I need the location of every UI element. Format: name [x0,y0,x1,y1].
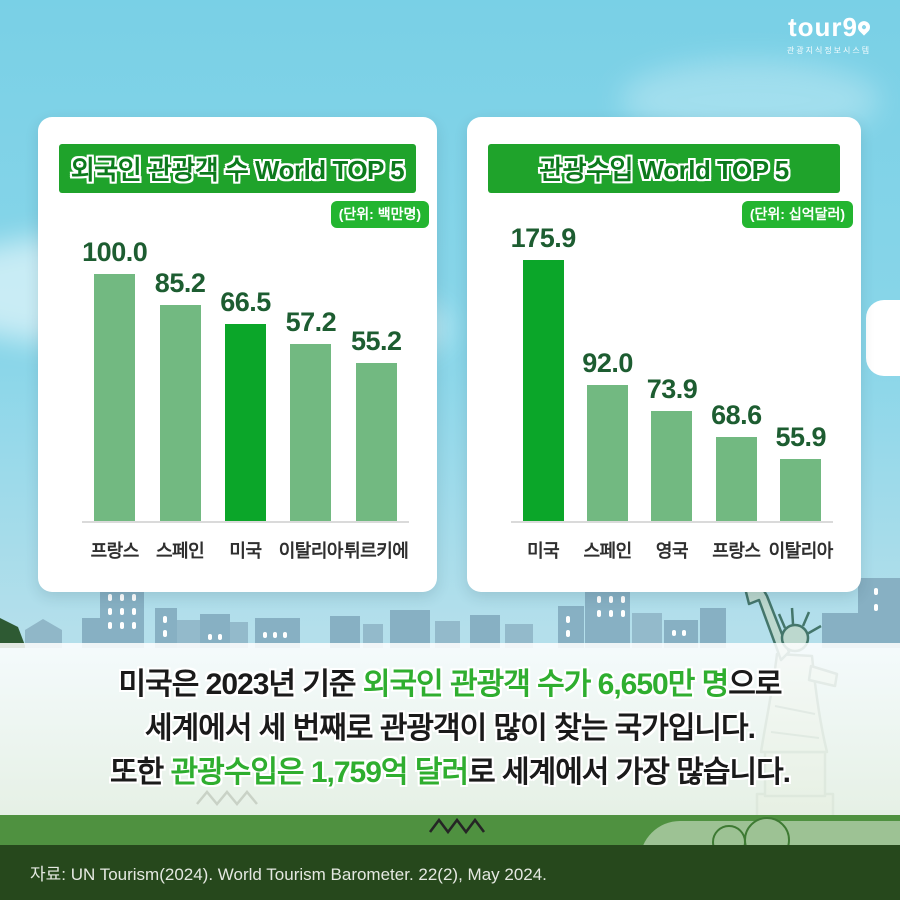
bar-value-label: 57.2 [285,307,337,337]
summary-highlight: 외국인 관광객 수가 6,650만 명 [362,668,729,701]
summary-text: 로 세계에서 가장 많습니다. [468,756,791,789]
chart-title-banner: 외국인 관광객 수 World TOP 5 [59,144,416,193]
chart-title: 외국인 관광객 수 World TOP 5 [70,155,405,185]
bar-column: 85.2 [147,268,212,521]
bar [780,459,822,521]
category-label: 프랑스 [712,541,761,561]
bar-highlighted [224,324,266,521]
bar-column: 92.0 [575,348,639,521]
bar-value-label: 100.0 [82,237,148,267]
category-axis-labels: 미국 스페인 영국 프랑스 이탈리아 [511,537,833,563]
bar-value-label: 68.6 [711,400,762,430]
footer-bar: 자료: UN Tourism(2024). World Tourism Baro… [0,845,900,900]
summary-text: 또한 [109,756,171,789]
bar-column: 55.2 [344,326,409,521]
bar-highlighted [522,260,564,521]
bar [651,411,693,521]
chart-title: 관광수입 World TOP 5 [539,155,789,185]
bar-value-label: 92.0 [582,348,633,378]
category-label: 미국 [527,541,560,561]
category-label: 프랑스 [90,541,140,561]
summary-line-2: 세계에서 세 번째로 관광객이 많이 찾는 국가입니다. [145,708,756,750]
bar-value-label: 55.2 [350,326,402,356]
bar-value-label: 175.9 [510,223,577,253]
green-hill-band [0,815,900,845]
bar-column: 175.9 [510,223,577,521]
unit-badge: (단위: 백만명) [330,201,429,228]
cloud-decoration [866,300,900,376]
bar [290,344,332,521]
bar [355,363,397,521]
bar [159,305,201,521]
bar-column: 57.2 [278,307,343,521]
bar-column: 55.9 [769,422,833,521]
unit-badge: (단위: 십억달러) [741,201,853,228]
tour9-logo: tour9 관광지식정보시스템 [774,12,884,56]
zigzag-decoration-dark [428,817,486,835]
category-label: 스페인 [155,541,205,561]
summary-text: 으로 [728,668,782,701]
summary-text: 세계에서 세 번째로 관광객이 많이 찾는 국가입니다. [145,712,756,745]
bar-chart-tourism-revenue: 175.9 92.0 73.9 68.6 55.9 [511,223,833,523]
category-label: 스페인 [583,541,632,561]
bar-value-label: 73.9 [646,374,698,404]
category-axis-labels: 프랑스 스페인 미국 이탈리아 튀르키에 [82,537,409,563]
source-citation: 자료: UN Tourism(2024). World Tourism Baro… [30,865,547,884]
chart-card-foreign-visitors: 외국인 관광객 수 World TOP 5 (단위: 백만명) 100.0 85… [38,117,437,592]
bar-chart-foreign-visitors: 100.0 85.2 66.5 57.2 55.2 [82,227,409,523]
bar-column: 100.0 [82,237,148,521]
bar [587,385,629,521]
category-label: 이탈리아 [278,541,344,561]
summary-text: 미국은 2023년 기준 [118,668,363,701]
tour9-logo-text: tour9 [774,12,884,42]
chart-title-banner: 관광수입 World TOP 5 [488,144,840,193]
category-label: 이탈리아 [768,541,834,561]
bar [715,437,757,521]
bar-column: 73.9 [640,374,704,521]
chart-card-tourism-revenue: 관광수입 World TOP 5 (단위: 십억달러) 175.9 92.0 7… [467,117,861,592]
bar [94,274,136,521]
summary-panel: 미국은 2023년 기준 외국인 관광객 수가 6,650만 명으로 세계에서 … [0,643,900,815]
category-label: 튀르키에 [344,541,409,561]
bar-value-label: 55.9 [775,422,827,452]
bar-column: 68.6 [704,400,768,521]
tour9-logo-subtitle: 관광지식정보시스템 [786,46,872,55]
zigzag-decoration-light [196,790,258,806]
bar-column: 66.5 [213,287,278,521]
location-pin-icon [855,18,873,36]
bar-value-label: 85.2 [154,268,206,298]
summary-highlight: 관광수입은 1,759억 달러 [170,756,470,789]
city-skyline-illustration [0,578,900,648]
category-label: 미국 [229,541,262,561]
category-label: 영국 [655,541,689,561]
bar-value-label: 66.5 [220,287,271,317]
summary-line-3: 또한 관광수입은 1,759억 달러로 세계에서 가장 많습니다. [109,752,791,794]
summary-line-1: 미국은 2023년 기준 외국인 관광객 수가 6,650만 명으로 [118,664,783,706]
